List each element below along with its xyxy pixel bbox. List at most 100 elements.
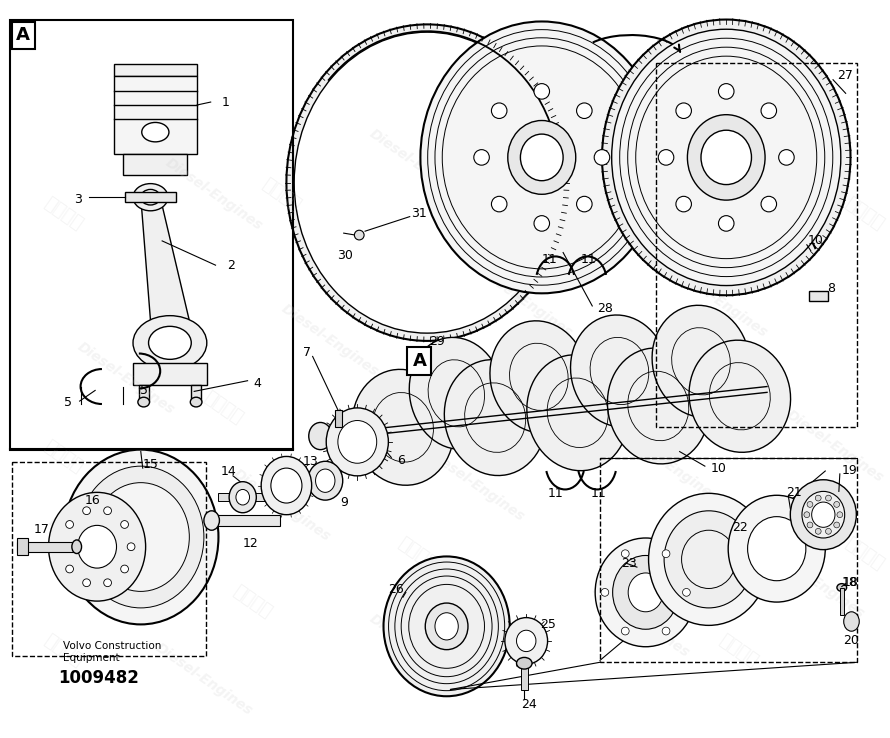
Text: Diesel-Engines: Diesel-Engines: [668, 262, 770, 340]
Text: Diesel-Engines: Diesel-Engines: [784, 408, 886, 486]
Ellipse shape: [505, 618, 547, 664]
Ellipse shape: [271, 468, 302, 503]
Bar: [114, 76, 197, 154]
Ellipse shape: [141, 190, 160, 205]
Circle shape: [83, 579, 91, 587]
Text: 紫发动力: 紫发动力: [715, 175, 761, 214]
Bar: [656, 63, 857, 427]
Text: 12: 12: [243, 537, 258, 551]
Text: 19: 19: [842, 463, 857, 477]
Ellipse shape: [521, 134, 563, 181]
Ellipse shape: [138, 397, 150, 407]
Bar: [125, 193, 175, 202]
Circle shape: [826, 528, 831, 534]
Ellipse shape: [602, 19, 851, 295]
Ellipse shape: [490, 321, 587, 432]
Text: Diesel-Engines: Diesel-Engines: [745, 77, 847, 156]
Text: 11: 11: [580, 253, 596, 266]
Text: Diesel-Engines: Diesel-Engines: [619, 427, 721, 505]
Text: 紫发动力: 紫发动力: [40, 437, 85, 476]
Text: 15: 15: [142, 458, 158, 471]
Text: 23: 23: [621, 556, 637, 570]
Text: 16: 16: [85, 494, 100, 506]
Ellipse shape: [287, 24, 568, 341]
Circle shape: [779, 150, 794, 165]
Text: A: A: [412, 352, 426, 370]
Ellipse shape: [352, 370, 454, 486]
Text: Diesel-Engines: Diesel-Engines: [279, 301, 381, 379]
Bar: [218, 493, 267, 501]
Ellipse shape: [309, 422, 332, 449]
Text: Diesel-Engines: Diesel-Engines: [231, 466, 333, 544]
Circle shape: [834, 522, 839, 528]
Circle shape: [577, 196, 592, 212]
Ellipse shape: [612, 556, 679, 630]
Ellipse shape: [77, 525, 117, 568]
Text: 18: 18: [843, 576, 859, 589]
Circle shape: [104, 579, 111, 587]
Ellipse shape: [844, 612, 859, 631]
Circle shape: [83, 507, 91, 514]
Bar: [212, 514, 279, 526]
Circle shape: [815, 495, 821, 501]
Ellipse shape: [316, 469, 335, 492]
Circle shape: [66, 565, 74, 573]
Text: 18: 18: [842, 576, 857, 589]
Text: 5: 5: [64, 396, 72, 409]
Ellipse shape: [682, 530, 736, 588]
Text: 9: 9: [341, 496, 349, 508]
Ellipse shape: [133, 316, 206, 370]
Ellipse shape: [236, 489, 249, 505]
Circle shape: [837, 511, 843, 517]
Text: 4: 4: [254, 377, 262, 390]
Ellipse shape: [295, 32, 560, 333]
Text: 28: 28: [597, 303, 613, 315]
Ellipse shape: [425, 603, 468, 649]
Circle shape: [807, 502, 813, 507]
Bar: [335, 410, 342, 427]
Text: 11: 11: [590, 487, 606, 500]
Ellipse shape: [409, 337, 504, 449]
Bar: [114, 64, 197, 76]
Circle shape: [621, 627, 629, 635]
Ellipse shape: [327, 408, 388, 476]
Text: 7: 7: [303, 346, 311, 359]
Circle shape: [534, 83, 549, 99]
Ellipse shape: [190, 397, 202, 407]
Ellipse shape: [608, 348, 709, 464]
Circle shape: [807, 522, 813, 528]
Bar: [17, 538, 28, 556]
Text: 26: 26: [388, 583, 404, 596]
Text: 22: 22: [732, 521, 748, 534]
Text: 8: 8: [827, 282, 835, 295]
Ellipse shape: [689, 340, 790, 452]
Ellipse shape: [516, 658, 532, 669]
Circle shape: [761, 196, 777, 212]
Text: Diesel-Engines: Diesel-Engines: [473, 262, 576, 340]
Circle shape: [127, 543, 135, 551]
Circle shape: [60, 543, 67, 551]
Bar: [12, 462, 206, 656]
Polygon shape: [141, 197, 190, 320]
Circle shape: [676, 196, 692, 212]
Ellipse shape: [790, 480, 856, 550]
Text: 紫发动力: 紫发动力: [715, 631, 761, 670]
Circle shape: [534, 215, 549, 231]
Circle shape: [66, 520, 74, 528]
Ellipse shape: [142, 123, 169, 142]
Circle shape: [601, 588, 609, 596]
Text: Diesel-Engines: Diesel-Engines: [425, 446, 527, 525]
Ellipse shape: [384, 556, 510, 696]
Ellipse shape: [812, 502, 835, 528]
Text: 25: 25: [540, 618, 556, 631]
Text: Equipment: Equipment: [63, 653, 120, 663]
Ellipse shape: [527, 355, 628, 471]
Text: Diesel-Engines: Diesel-Engines: [153, 641, 255, 719]
Ellipse shape: [628, 573, 663, 612]
Bar: [840, 587, 844, 615]
Circle shape: [718, 215, 734, 231]
Text: 10: 10: [807, 235, 823, 247]
Text: Diesel-Engines: Diesel-Engines: [765, 544, 867, 621]
Text: 2: 2: [227, 259, 235, 272]
Bar: [191, 384, 201, 402]
